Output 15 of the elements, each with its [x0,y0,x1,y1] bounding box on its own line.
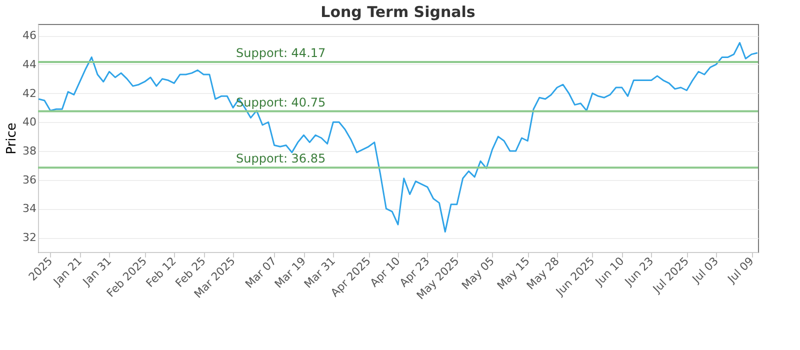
y-tick-label: 34 [22,202,36,216]
y-tick-label: 44 [22,58,36,71]
y-axis-title: Price [4,122,20,154]
y-tick-label: 40 [22,116,36,129]
y-tick-label: 42 [22,86,36,100]
y-tick-label: 46 [22,29,36,42]
x-tick-label: Jul 03 [689,254,721,286]
y-tick-label: 32 [22,231,36,244]
y-tick-label: 36 [22,173,36,186]
chart-title: Long Term Signals [320,3,476,21]
line-series [38,42,758,233]
x-tick-label: Jul 09 [724,254,756,286]
ref-line-label: Support: 36.85 [236,152,326,166]
y-tick-label: 38 [22,144,36,158]
ref-line-label: Support: 44.17 [236,46,326,60]
